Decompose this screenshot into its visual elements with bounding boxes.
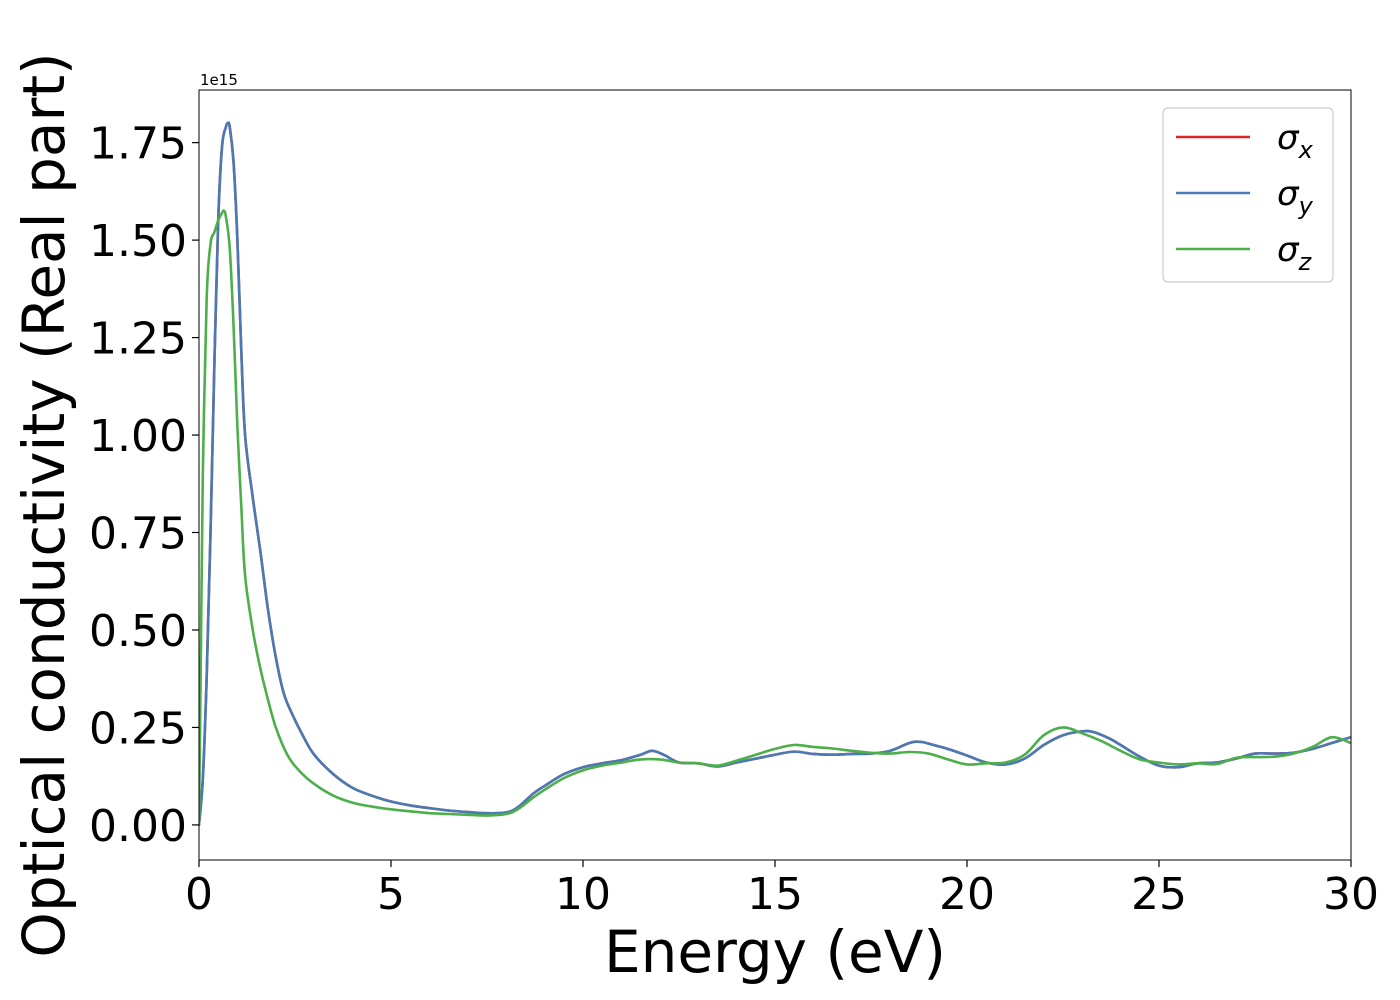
y-tick-label: 0.50 [89, 606, 187, 657]
x-tick-label: 30 [1323, 869, 1379, 920]
y-tick-label: 0.75 [89, 509, 187, 560]
y-axis: 0.00 0.25 0.50 0.75 1.00 1.25 1.50 1.75 [89, 119, 199, 852]
series-line-σy [199, 121, 1351, 827]
legend-label-subscript: y [1298, 192, 1314, 220]
x-tick-label: 15 [747, 869, 803, 920]
x-tick-label: 25 [1131, 869, 1187, 920]
y-offset-label: 1e15 [200, 71, 238, 89]
legend-label: σx [1277, 118, 1314, 164]
legend-label-symbol: σ [1277, 174, 1300, 214]
legend-label-subscript: z [1298, 248, 1313, 276]
legend-box [1162, 107, 1334, 283]
y-tick-label: 0.00 [89, 801, 187, 852]
legend-label: σy [1277, 174, 1314, 220]
y-tick-label: 1.50 [89, 216, 187, 267]
legend-label: σz [1277, 230, 1313, 276]
x-tick-label: 10 [555, 869, 611, 920]
y-tick-label: 1.00 [89, 411, 187, 462]
x-axis: 0 5 10 15 20 25 30 [185, 860, 1379, 920]
y-tick-label: 0.25 [89, 703, 187, 754]
series-line-σz [199, 209, 1351, 827]
y-tick-label: 1.25 [89, 314, 187, 365]
legend-label-subscript: x [1298, 136, 1314, 164]
x-tick-label: 0 [185, 869, 213, 920]
series-layer [199, 121, 1351, 827]
y-tick-label: 1.75 [89, 119, 187, 170]
legend-label-symbol: σ [1277, 230, 1300, 270]
x-tick-label: 20 [939, 869, 995, 920]
x-tick-label: 5 [377, 869, 405, 920]
x-axis-title: Energy (eV) [604, 918, 946, 986]
legend-label-symbol: σ [1277, 118, 1300, 158]
y-axis-title: Optical conductivity (Real part) [10, 52, 78, 957]
